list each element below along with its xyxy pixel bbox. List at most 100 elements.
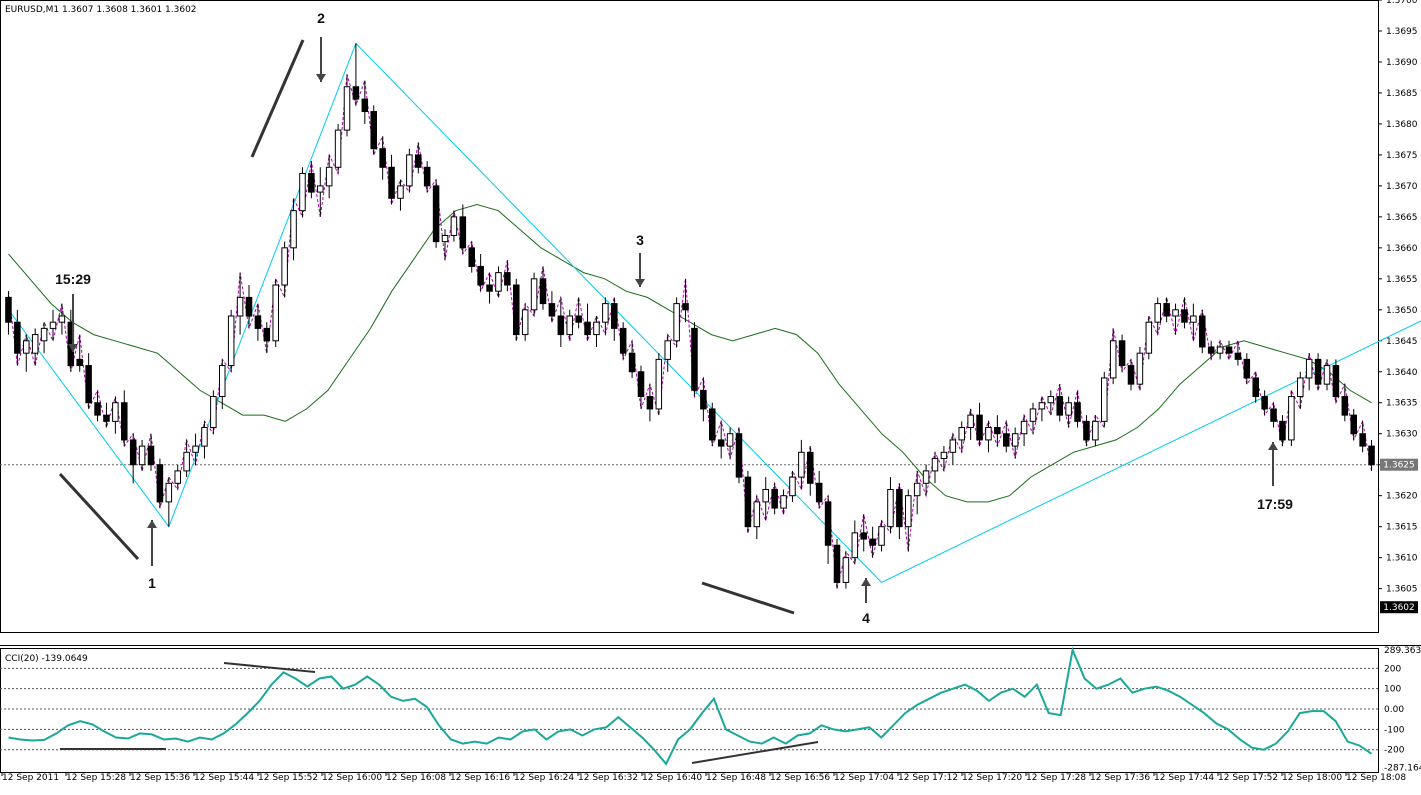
- price-tick-label: 1.3620: [1386, 492, 1418, 502]
- time-tick-label: 12 Sep 17:12: [898, 773, 958, 783]
- candle-body: [496, 273, 502, 292]
- candle-body: [255, 316, 261, 328]
- candle-body: [923, 471, 929, 483]
- candle-body: [656, 359, 662, 409]
- candle-body: [237, 297, 243, 316]
- cci-tick-label: 0.00: [1384, 705, 1404, 715]
- zigzag-line: [9, 43, 1421, 582]
- candle-body: [157, 465, 163, 502]
- candle-body: [950, 440, 956, 452]
- candle-body: [113, 403, 119, 422]
- candle-body: [647, 397, 653, 409]
- candle-body: [1253, 378, 1259, 397]
- price-tick-label: 1.3605: [1386, 585, 1418, 595]
- candle-body: [1137, 353, 1143, 384]
- price-tick-label: 1.3635: [1386, 399, 1418, 409]
- candle-body: [1298, 378, 1304, 397]
- candle-body: [799, 452, 805, 477]
- candle-body: [353, 87, 359, 99]
- main-panel-frame: [1, 1, 1379, 633]
- candle-body: [763, 489, 769, 501]
- candle-body: [1048, 397, 1054, 403]
- candle-body: [407, 155, 413, 186]
- candle-body: [861, 533, 867, 539]
- time-tick-label: 12 Sep 16:24: [514, 773, 574, 783]
- candle-body: [781, 496, 787, 508]
- price-tick-label: 1.3685: [1386, 89, 1418, 99]
- time-tick-label: 12 Sep 17:44: [1154, 773, 1214, 783]
- cci-tick-label: 200: [1384, 664, 1401, 674]
- candle-body: [1102, 378, 1108, 421]
- annotation-arrow-head: [635, 279, 645, 287]
- candle-body: [522, 310, 528, 335]
- candle-body: [692, 328, 698, 390]
- candle-body: [843, 558, 849, 583]
- candle-body: [130, 440, 136, 465]
- price-tick-label: 1.3660: [1386, 244, 1418, 254]
- candle-body: [202, 428, 208, 447]
- candle-body: [1315, 359, 1321, 384]
- candle-body: [514, 285, 520, 335]
- annotation-label: 17:59: [1257, 496, 1293, 512]
- time-tick-label: 12 Sep 16:16: [450, 773, 510, 783]
- candle-body: [1093, 421, 1099, 440]
- candle-body: [531, 279, 537, 310]
- time-tick-label: 12 Sep 17:36: [1090, 773, 1150, 783]
- cci-tick-label: 289.3637: [1384, 646, 1421, 656]
- candle-body: [754, 502, 760, 527]
- price-tick-label: 1.3650: [1386, 306, 1418, 316]
- candle-body: [264, 328, 270, 340]
- candle-body: [1110, 341, 1116, 378]
- candle-body: [1217, 347, 1223, 353]
- candle-body: [1182, 310, 1188, 322]
- candle-body: [122, 403, 128, 440]
- candle-body: [701, 390, 707, 409]
- candle-body: [665, 341, 671, 360]
- candle-body: [1235, 353, 1241, 359]
- candle-body: [380, 149, 386, 168]
- candle-body: [995, 428, 1001, 434]
- annotation-label: 4: [862, 610, 870, 626]
- trend-line: [252, 40, 303, 157]
- time-tick-label: 12 Sep 2011: [2, 773, 59, 783]
- candle-body: [629, 353, 635, 372]
- cci-trend-line: [224, 663, 315, 672]
- candle-body: [1200, 316, 1206, 347]
- price-tick-label: 1.3675: [1386, 151, 1418, 161]
- time-tick-label: 12 Sep 16:56: [770, 773, 830, 783]
- candle-body: [95, 403, 101, 415]
- candle-body: [816, 483, 822, 502]
- candle-body: [932, 459, 938, 471]
- candle-body: [594, 322, 600, 334]
- cci-panel-frame: [1, 649, 1379, 773]
- candle-body: [389, 167, 395, 198]
- candle-body: [148, 446, 154, 465]
- candle-body: [442, 235, 448, 241]
- current-price-label: 1.3602: [1383, 603, 1415, 613]
- price-tick-label: 1.3695: [1386, 27, 1418, 37]
- candle-body: [469, 248, 475, 267]
- candle-body: [727, 434, 733, 446]
- candle-body: [1173, 310, 1179, 316]
- trend-line: [702, 583, 794, 613]
- annotation-arrow-head: [147, 520, 157, 528]
- candle-body: [1342, 397, 1348, 416]
- candle-body: [790, 477, 796, 496]
- candle-body: [1012, 434, 1018, 446]
- annotation-arrow-head: [316, 74, 326, 82]
- candle-body: [1155, 304, 1161, 323]
- candle-body: [1084, 421, 1090, 440]
- candle-body: [1039, 403, 1045, 409]
- price-tick-label: 1.3690: [1386, 58, 1418, 68]
- candle-body: [1280, 421, 1286, 440]
- candle-body: [104, 415, 110, 421]
- candle-body: [77, 359, 83, 365]
- candle-body: [1369, 446, 1375, 465]
- candle-body: [220, 366, 226, 397]
- candle-body: [246, 297, 252, 316]
- candle-body: [433, 186, 439, 242]
- candle-body: [1191, 316, 1197, 322]
- candle-body: [897, 489, 903, 526]
- candle-body: [772, 489, 778, 508]
